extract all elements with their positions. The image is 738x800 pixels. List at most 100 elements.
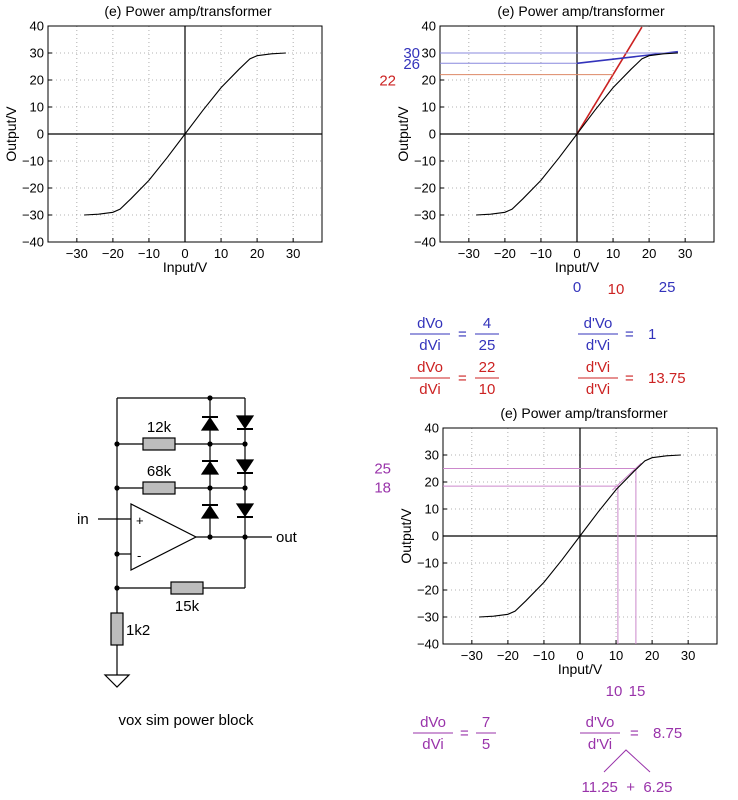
equation-purple-left: dVo dVi = 7 5: [413, 714, 496, 753]
junction-dot: [207, 441, 213, 447]
y-axis-label: Output/V: [395, 106, 411, 162]
y-tick-label: 0: [432, 529, 439, 544]
y-tick-label: 0: [37, 127, 44, 142]
sum-bracket: [603, 749, 651, 773]
series-transfer-curve: [476, 52, 678, 216]
chart-bottom-right: (e) Power amp/transformer −30 −20 −10 0 10 20…: [374, 405, 718, 701]
label-in: in: [77, 511, 89, 528]
junction-dot: [207, 395, 213, 401]
x-tick-label: −30: [458, 246, 480, 261]
annotation-input: 10: [608, 281, 625, 298]
eq-numerator: dVo: [417, 315, 443, 332]
x-tick-label: −10: [533, 648, 555, 663]
y-tick-label: 20: [30, 73, 44, 88]
circuit-caption: vox sim power block: [118, 712, 254, 729]
eq-numerator: d'Vo: [586, 714, 615, 731]
label-15k: 15k: [175, 598, 200, 615]
junction-dot: [207, 534, 213, 540]
label-out: out: [276, 529, 298, 546]
x-tick-label: −20: [494, 246, 516, 261]
eq-denominator: d'Vi: [588, 736, 612, 753]
eq-ratio-den: 25: [479, 337, 496, 354]
diode-icon: [200, 416, 220, 431]
annotation-input: 10: [606, 683, 623, 700]
eq-ratio-den: 10: [479, 381, 496, 398]
resistor-1k2: [110, 612, 124, 646]
x-tick-label: −30: [461, 648, 483, 663]
equation-red-right: d'Vi d'Vi = 13.75: [578, 359, 686, 398]
y-tick-label: 40: [425, 421, 439, 436]
series-transfer-curve: [479, 454, 681, 618]
eq-numerator: d'Vo: [584, 315, 613, 332]
x-tick-label: 10: [606, 246, 620, 261]
chart-top-right: (e) Power amp/transformer −30 −20 −10 0 10 20…: [379, 3, 715, 298]
x-tick-label: 10: [214, 246, 228, 261]
x-tick-label: −10: [530, 246, 552, 261]
y-tick-label: −20: [414, 181, 436, 196]
chart-series: [440, 26, 678, 216]
circuit-schematic: [98, 395, 272, 688]
eq-equals: =: [625, 326, 634, 343]
y-tick-label: −10: [22, 154, 44, 169]
y-tick-label: −10: [417, 556, 439, 571]
op-amp-minus: -: [137, 548, 141, 563]
y-tick-label: −30: [414, 208, 436, 223]
x-tick-label: 30: [678, 246, 692, 261]
label-68k: 68k: [147, 463, 172, 480]
chart-top-left: (e) Power amp/transformer −30 −20 −10 0 10 20…: [3, 3, 323, 275]
x-tick-label: −10: [138, 246, 160, 261]
chart-ticks: −30 −20 −10 0 10 20 30 −40 −30 −20 −10 0 10 20 30 40: [417, 421, 695, 664]
annotation-level: 26: [403, 56, 420, 73]
junction-dot: [114, 551, 120, 557]
label-12k: 12k: [147, 419, 172, 436]
y-tick-label: 30: [422, 46, 436, 61]
junction-dot: [207, 485, 213, 491]
op-amp-icon: [130, 503, 198, 571]
junction-dot: [242, 485, 248, 491]
x-axis-label: Input/V: [555, 259, 600, 275]
eq-value: 8.75: [653, 725, 682, 742]
junction-dot: [242, 441, 248, 447]
y-tick-label: −40: [22, 235, 44, 250]
eq-equals: =: [630, 725, 639, 742]
y-tick-label: 20: [422, 73, 436, 88]
diode-icon: [235, 503, 255, 518]
annotation-level: 25: [374, 461, 391, 478]
y-tick-label: 0: [429, 127, 436, 142]
x-tick-label: 10: [609, 648, 623, 663]
y-tick-label: −20: [22, 181, 44, 196]
equation-purple-right: d'Vo d'Vi = 8.75 11.25 + 6.25: [580, 714, 682, 796]
diode-icon: [235, 459, 255, 474]
eq-ratio-den: 5: [482, 736, 490, 753]
y-tick-label: −20: [417, 583, 439, 598]
x-tick-label: 0: [181, 246, 188, 261]
chart-series: [443, 454, 681, 644]
op-amp-plus: +: [136, 513, 144, 528]
eq-denominator: dVi: [419, 381, 440, 398]
annotation-level: 22: [379, 73, 396, 90]
x-axis-label: Input/V: [163, 259, 208, 275]
junction-dot: [114, 585, 120, 591]
x-tick-label: 0: [573, 246, 580, 261]
eq-numerator: dVo: [420, 714, 446, 731]
label-1k2: 1k2: [126, 622, 150, 639]
y-tick-label: −30: [22, 208, 44, 223]
chart-series: [84, 52, 286, 216]
x-tick-label: 30: [286, 246, 300, 261]
equation-blue-left: dVo dVi = 4 25: [410, 315, 499, 354]
ground-icon: [103, 674, 131, 688]
eq-sum: 11.25 + 6.25: [581, 779, 672, 796]
y-tick-label: 30: [425, 448, 439, 463]
x-tick-label: −30: [66, 246, 88, 261]
eq-value: 13.75: [648, 370, 686, 387]
y-tick-label: 10: [425, 502, 439, 517]
eq-numerator: d'Vi: [586, 359, 610, 376]
x-tick-label: 20: [642, 246, 656, 261]
diode-icon: [200, 504, 220, 519]
resistor-68k: [142, 481, 176, 495]
eq-equals: =: [458, 326, 467, 343]
eq-equals: =: [458, 370, 467, 387]
